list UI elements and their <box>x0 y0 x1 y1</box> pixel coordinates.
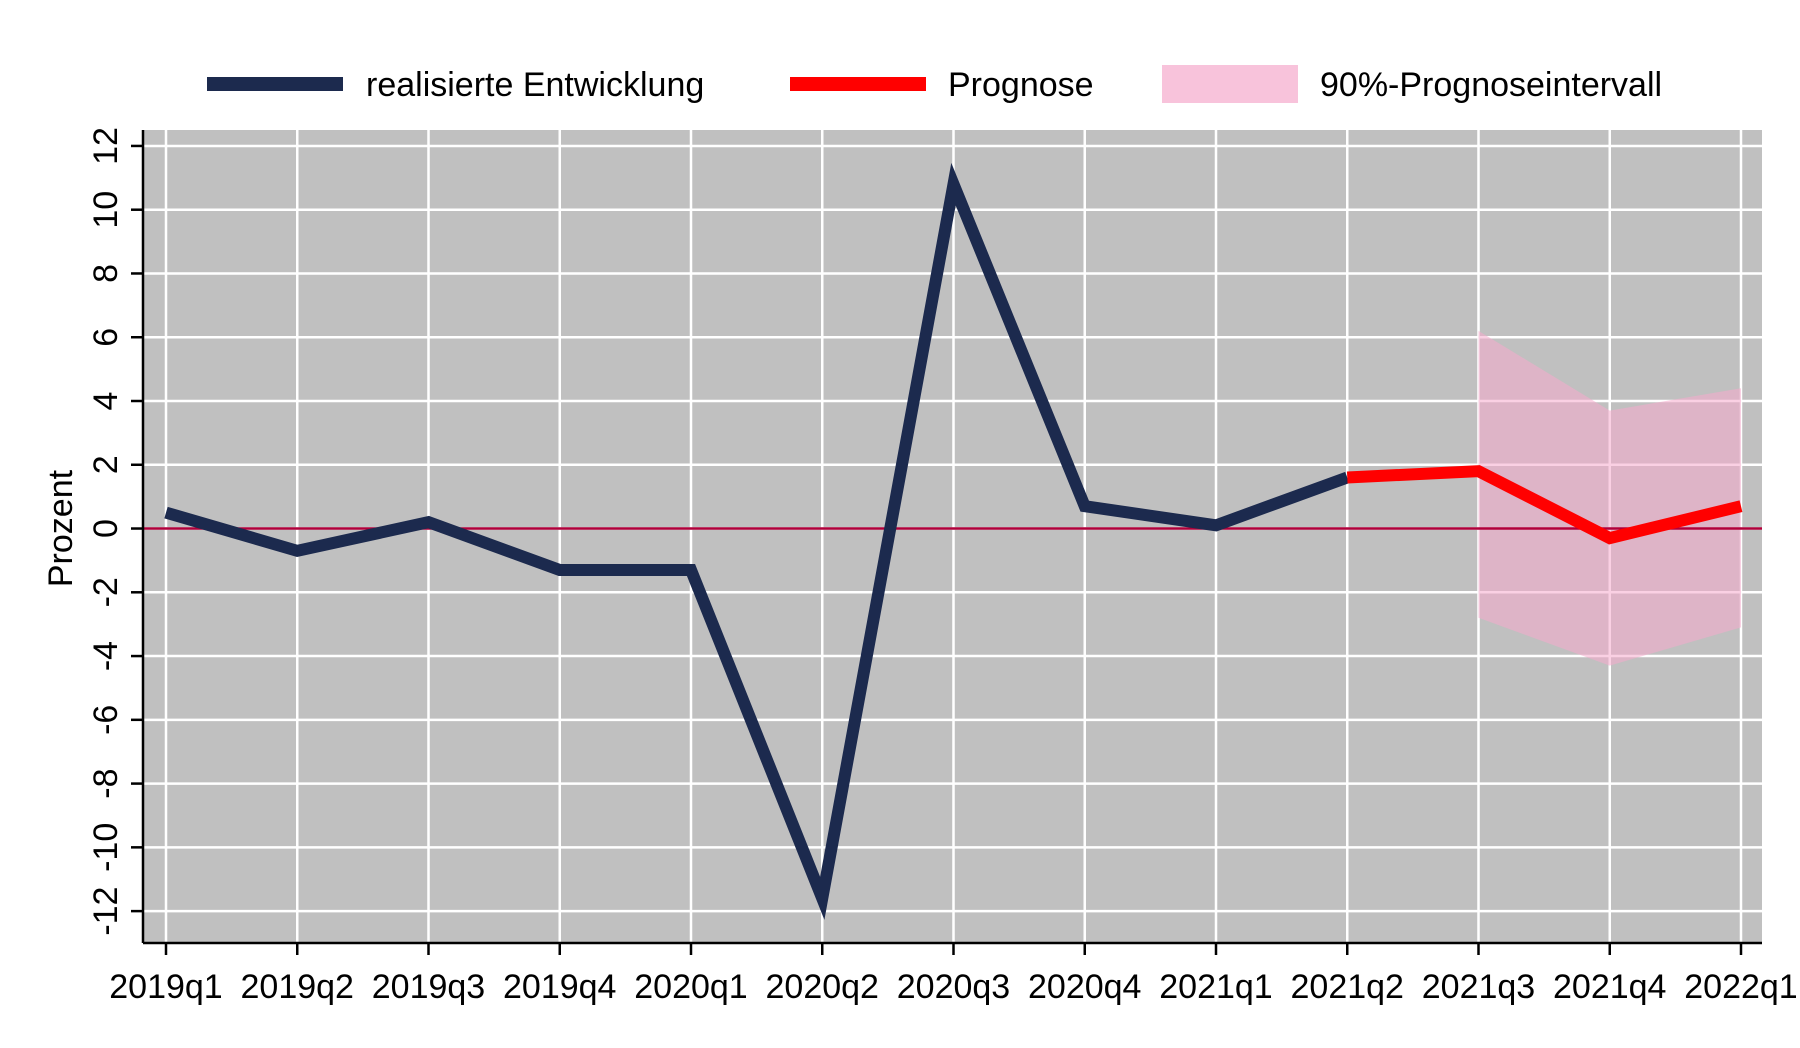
legend-label: Prognose <box>948 66 1094 104</box>
y-tick-label: 4 <box>87 392 125 411</box>
x-tick-label: 2021q4 <box>1553 968 1666 1006</box>
y-tick-label: -10 <box>87 823 125 872</box>
y-tick-label: 6 <box>87 328 125 347</box>
legend: realisierte Entwicklung Prognose 90%-Progn… <box>207 65 1662 104</box>
series-line-realized <box>164 162 1350 920</box>
x-tick-label: 2022q1 <box>1684 968 1797 1006</box>
forecast-interval-bands <box>1478 330 1741 666</box>
y-tick-label: 10 <box>87 191 125 229</box>
x-tick-label: 2019q3 <box>372 968 485 1006</box>
legend-item: 90%-Prognoseintervall <box>1162 65 1662 104</box>
legend-label: 90%-Prognoseintervall <box>1320 66 1662 104</box>
series-lines <box>164 162 1743 920</box>
x-axis-ticks: 2019q1 2019q2 2019q3 2019q4 2020q1 2020q2 2020… <box>109 943 1798 1006</box>
y-tick-label: 2 <box>87 455 125 474</box>
x-tick-label: 2020q4 <box>1028 968 1141 1006</box>
x-tick-label: 2021q1 <box>1159 968 1272 1006</box>
y-tick-label: -2 <box>87 577 125 607</box>
series-line-forecast <box>1346 465 1743 545</box>
y-tick-label: 12 <box>87 127 125 165</box>
x-tick-label: 2019q4 <box>503 968 616 1006</box>
x-tick-label: 2020q3 <box>897 968 1010 1006</box>
y-tick-label: -4 <box>87 641 125 671</box>
y-tick-label: -6 <box>87 705 125 735</box>
x-tick-label: 2020q2 <box>766 968 879 1006</box>
y-axis-title: Prozent <box>42 469 80 587</box>
legend-label: realisierte Entwicklung <box>366 66 704 104</box>
gridlines <box>143 130 1762 943</box>
y-axis-ticks: -12 -10 -8 -6 -4 -2 0 2 4 6 8 10 12 <box>87 127 143 936</box>
x-tick-label: 2020q1 <box>634 968 747 1006</box>
y-tick-label: 8 <box>87 264 125 283</box>
legend-item: realisierte Entwicklung <box>207 66 704 104</box>
x-tick-label: 2019q1 <box>109 968 222 1006</box>
x-tick-label: 2021q2 <box>1291 968 1404 1006</box>
y-tick-label: -12 <box>87 887 125 936</box>
y-tick-label: 0 <box>87 519 125 538</box>
x-tick-label: 2019q2 <box>241 968 354 1006</box>
y-tick-label: -8 <box>87 768 125 798</box>
legend-swatch <box>1162 65 1298 103</box>
x-tick-label: 2021q3 <box>1422 968 1535 1006</box>
legend-item: Prognose <box>790 66 1094 104</box>
forecast-interval-band <box>1478 330 1741 666</box>
